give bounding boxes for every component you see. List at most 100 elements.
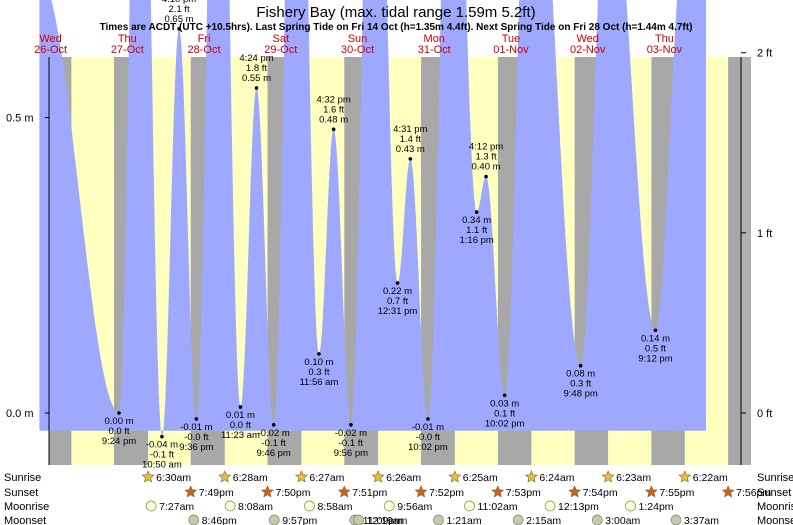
tide-label: 1.1 ft	[466, 225, 487, 236]
sunrise-time: 6:24am	[539, 472, 574, 484]
tide-label: 0.03 m	[490, 398, 519, 409]
tide-point	[484, 174, 488, 179]
day-name: Mon	[424, 33, 445, 45]
sunset-time: 7:54pm	[583, 487, 618, 499]
moonset-label-left: Moonset	[4, 515, 46, 525]
y-tick-label-ft: 0 ft	[757, 408, 772, 420]
tide-label: -0.1 ft	[262, 438, 287, 449]
tide-point	[254, 86, 259, 90]
moonset-time: 12:19am	[367, 515, 408, 525]
tide-point	[194, 417, 199, 421]
sunrise-time: 6:25am	[463, 472, 498, 484]
sunrise-time: 6:26am	[386, 472, 421, 484]
day-date: 03-Nov	[647, 44, 683, 56]
tide-label: -0.0 ft	[184, 432, 209, 443]
tide-label: -0.02 m	[258, 428, 290, 439]
moonset-time: 9:57pm	[282, 515, 317, 525]
tide-label: 4:12 pm	[469, 142, 503, 153]
tide-label: 10:50 am	[142, 460, 182, 471]
moonset-icon	[188, 514, 200, 525]
moonset-icon	[353, 514, 364, 525]
moonset-time: 11:09pm	[363, 515, 403, 525]
tide-label: 2.1 ft	[168, 4, 189, 15]
tide-point	[160, 434, 164, 439]
moonset-time: 8:46pm	[202, 515, 237, 525]
tide-label: 4:10 pm	[162, 0, 196, 5]
tide-label: 11:23 am	[221, 430, 260, 441]
sunset-time: 7:50pm	[275, 487, 310, 499]
axes: 1.5 m1.0 m0.5 m0.0 m5 ft4 ft3 ft2 ft1 ft…	[6, 33, 772, 465]
moonset-time: 3:00am	[605, 515, 640, 525]
sunrise-icon	[678, 470, 692, 483]
tide-point	[238, 405, 243, 409]
tide-label: 1.6 ft	[323, 104, 344, 115]
sunset-time: 7:56pm	[736, 487, 771, 499]
moonset-time: 1:21am	[447, 515, 482, 525]
tide-label: 10:02 pm	[408, 442, 448, 453]
tide-point	[653, 328, 658, 333]
sunrise-time: 6:22am	[693, 472, 728, 484]
tide-label: 1:16 pm	[459, 235, 493, 246]
sunset-icon	[491, 485, 505, 498]
moonrise-time: 7:27am	[159, 501, 194, 513]
tide-point	[408, 157, 413, 161]
tide-label: 0.14 m	[641, 333, 670, 344]
tide-label: 9:56 pm	[334, 448, 368, 459]
moonset-time: 3:37am	[684, 515, 719, 525]
moonset-icon	[268, 514, 280, 525]
tide-label: 4:31 pm	[393, 124, 427, 135]
moonrise-time: 11:02am	[478, 501, 518, 513]
sunset-icon	[337, 485, 351, 498]
sunrise-time: 6:30am	[156, 472, 191, 484]
day-date: 01-Nov	[493, 44, 529, 56]
moonrise-icon	[304, 500, 315, 512]
tide-label: -0.01 m	[180, 422, 212, 433]
tide-point	[502, 393, 507, 398]
tide-label: -0.04 m	[146, 440, 178, 451]
moonrise-time: 1:24pm	[639, 501, 674, 513]
tide-label: 0.43 m	[396, 144, 425, 155]
sunset-time: 7:52pm	[429, 487, 464, 499]
moonrise-time: 12:13pm	[558, 501, 599, 513]
day-name: Sun	[348, 33, 368, 45]
tide-label: 4:24 pm	[239, 53, 273, 64]
tide-label: 0.0 ft	[108, 426, 129, 437]
tide-label: 9:36 pm	[179, 442, 213, 453]
y-tick-label-ft: 2 ft	[757, 48, 772, 60]
tide-label: 0.01 m	[226, 410, 255, 421]
sunset-time: 7:51pm	[352, 487, 387, 499]
tide-label: 9:12 pm	[638, 353, 672, 364]
moonset-icon	[433, 514, 444, 525]
moonset-time: 2:15am	[526, 515, 561, 525]
moonrise-icon	[224, 500, 236, 512]
tide-label: 0.40 m	[472, 162, 501, 173]
tide-label: 0.34 m	[462, 215, 491, 226]
moonset-icon	[670, 514, 682, 525]
day-name: Wed	[576, 33, 598, 45]
tide-point	[331, 127, 336, 132]
tide-label: 0.3 ft	[308, 367, 329, 378]
sunrise-time: 6:27am	[309, 472, 344, 484]
moonrise-label-right: Moonrise	[757, 501, 793, 513]
tide-label: 0.55 m	[242, 73, 271, 84]
tide-label: 0.65 m	[164, 14, 193, 25]
tide-marks: 0.00 m0.0 ft9:24 pm4:01 am4.6 ft1.39 m-0…	[102, 0, 673, 471]
tide-point	[474, 210, 479, 214]
tide-label: -0.01 m	[412, 422, 444, 433]
moonrise-time: 8:08am	[238, 501, 273, 513]
sunset-icon	[721, 485, 735, 498]
moonrise-label-left: Moonrise	[4, 501, 49, 513]
tide-label: 9:46 pm	[256, 448, 290, 459]
sunset-icon	[184, 485, 198, 498]
sunset-icon	[414, 485, 428, 498]
sunset-time: 7:55pm	[659, 487, 694, 499]
day-name: Tue	[502, 33, 521, 45]
moonrise-icon	[625, 500, 636, 512]
tide-label: 12:31 pm	[378, 306, 418, 317]
moonrise-time: 9:56am	[397, 501, 432, 513]
sunset-icon	[568, 485, 582, 498]
moonrise-icon	[383, 500, 395, 512]
moonset-icon	[591, 514, 603, 525]
day-name: Thu	[655, 33, 674, 45]
